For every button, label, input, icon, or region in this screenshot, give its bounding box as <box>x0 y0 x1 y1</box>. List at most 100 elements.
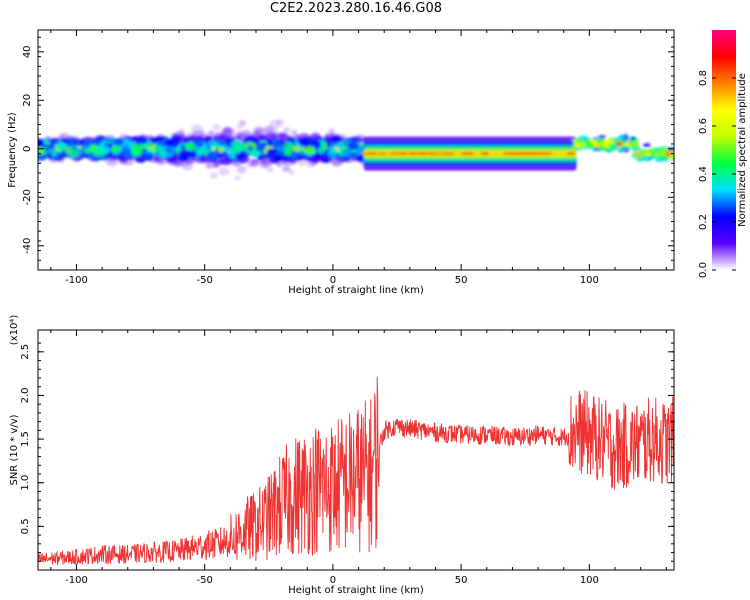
spectrogram-cell <box>348 141 360 150</box>
spectrogram-cell <box>356 154 367 163</box>
spectrogram-cell <box>236 165 247 174</box>
spectrogram-cell <box>325 135 335 143</box>
spectrogram-cell <box>464 152 475 155</box>
spectrogram-cell <box>638 150 645 156</box>
spectrogram-cell <box>177 128 186 135</box>
spectrogram-cell <box>121 147 132 156</box>
spectrogram-cell <box>51 151 58 157</box>
spectrogram-cell <box>134 157 141 163</box>
spectrogram-cell <box>158 150 167 158</box>
spectrogram-cell <box>619 145 629 151</box>
spectrogram-cell <box>84 136 92 142</box>
colorbar-tick-label: 0.2 <box>698 214 709 230</box>
spectrogram-cell <box>206 151 219 161</box>
spectrogram-cell <box>319 153 330 161</box>
figure-title: C2E2.2023.280.16.46.G08 <box>269 1 443 16</box>
spectrogram-cell <box>298 160 305 166</box>
spectrogram-cell <box>131 147 143 156</box>
spectrogram-cell <box>509 152 519 155</box>
spectrogram-cell <box>341 148 353 157</box>
spectrogram-cell <box>137 134 147 143</box>
spectrogram-cell <box>664 151 672 157</box>
spectrogram-cell <box>313 142 321 148</box>
spectrogram-cell <box>279 132 286 138</box>
spectrogram-cell <box>119 133 128 141</box>
y-tick-label: 20 <box>22 94 33 107</box>
y-tick-label: -40 <box>22 238 33 254</box>
spectrogram-cell <box>196 151 203 156</box>
spectrogram-cell <box>85 152 96 161</box>
spectrogram-cell <box>642 143 651 148</box>
spectrogram-y-axis-label: Frequency (Hz) <box>7 112 18 188</box>
spectrogram-cell <box>332 135 341 142</box>
spectrogram-cell <box>194 140 204 148</box>
spectrogram-cell <box>215 131 222 137</box>
spectrogram-cell <box>408 152 417 155</box>
spectrogram-cell <box>658 148 667 153</box>
spectrogram-cell <box>603 143 611 149</box>
spectrogram-cell <box>597 135 606 139</box>
spectrogram-cell <box>117 154 128 162</box>
spectrogram-cell <box>636 156 644 162</box>
spectrogram-cell <box>274 139 287 149</box>
spectrogram-cell <box>290 130 298 135</box>
spectrogram-cell <box>184 142 196 151</box>
spectrogram-cell <box>538 152 548 155</box>
spectrogram-cell <box>615 141 623 147</box>
spectrogram-cell <box>646 155 654 160</box>
snr-series-line <box>38 376 674 566</box>
x-tick-label: -100 <box>65 275 88 286</box>
spectrogram-cell <box>179 149 190 158</box>
spectrogram-cell <box>236 125 243 130</box>
colorbar-tick-label: 0.6 <box>698 118 709 134</box>
x-tick-label: 0 <box>330 275 336 286</box>
spectrogram-cell <box>68 148 81 158</box>
spectrogram-panel: -100 -50 0 50 100 -40 -20 0 20 40 Height of stra… <box>7 29 675 296</box>
spectrogram-cell <box>566 152 576 155</box>
spectrogram-cell <box>415 152 429 155</box>
spectrogram-cell <box>317 147 325 154</box>
y-tick-label: 1.5 <box>20 431 31 447</box>
colorbar-ticks: 0.0 0.2 0.4 0.6 0.8 <box>698 70 736 278</box>
spectrogram-cell <box>99 145 111 154</box>
snr-x-ticks: -100 -50 0 50 100 <box>50 330 667 586</box>
spectrogram-cell <box>631 142 640 149</box>
spectrogram-cell <box>181 161 194 171</box>
x-tick-label: 50 <box>455 275 468 286</box>
spectrogram-cell <box>180 145 187 150</box>
spectrogram-cell <box>576 138 585 144</box>
spectrogram-y-ticks: -40 -20 0 20 40 <box>22 36 674 271</box>
spectrogram-cell <box>575 143 582 148</box>
spectrogram-cell <box>291 145 301 153</box>
spectrogram-cell <box>241 132 248 138</box>
x-tick-label: -50 <box>197 275 213 286</box>
spectrogram-cell <box>200 132 208 139</box>
spectrogram-cell <box>195 154 207 164</box>
spectrogram-cell <box>266 167 274 173</box>
x-tick-label: -50 <box>197 575 213 586</box>
snr-panel: -100 -50 0 50 100 0.5 1.0 1.5 2.0 2.5 Height of … <box>9 315 675 596</box>
spectrogram-cell <box>221 152 229 158</box>
spectrogram-cell <box>630 136 636 141</box>
spectrogram-cell <box>155 146 163 152</box>
spectrogram-cell <box>74 139 82 145</box>
x-tick-label: 100 <box>580 575 599 586</box>
spectrogram-cell <box>517 152 529 155</box>
spectrogram-cell <box>307 139 315 145</box>
spectrogram-cell <box>275 119 284 126</box>
spectrogram-cell <box>264 132 273 139</box>
colorbar-tick-label: 0.4 <box>698 166 709 182</box>
spectrogram-cell <box>231 145 242 155</box>
spectrogram-cell <box>274 156 282 162</box>
spectrogram-cell <box>208 130 215 136</box>
spectrogram-cell <box>282 165 291 172</box>
spectrogram-cell <box>330 147 338 154</box>
snr-y-ticks: 0.5 1.0 1.5 2.0 2.5 <box>20 342 674 562</box>
spectrogram-cell <box>377 152 387 155</box>
spectrogram-cell <box>179 133 186 139</box>
spectrogram-cell <box>435 152 445 155</box>
spectrogram-cell <box>617 134 624 140</box>
spectrogram-cell <box>95 134 105 142</box>
spectrogram-cell <box>266 148 277 156</box>
spectrogram-cell <box>283 126 291 133</box>
